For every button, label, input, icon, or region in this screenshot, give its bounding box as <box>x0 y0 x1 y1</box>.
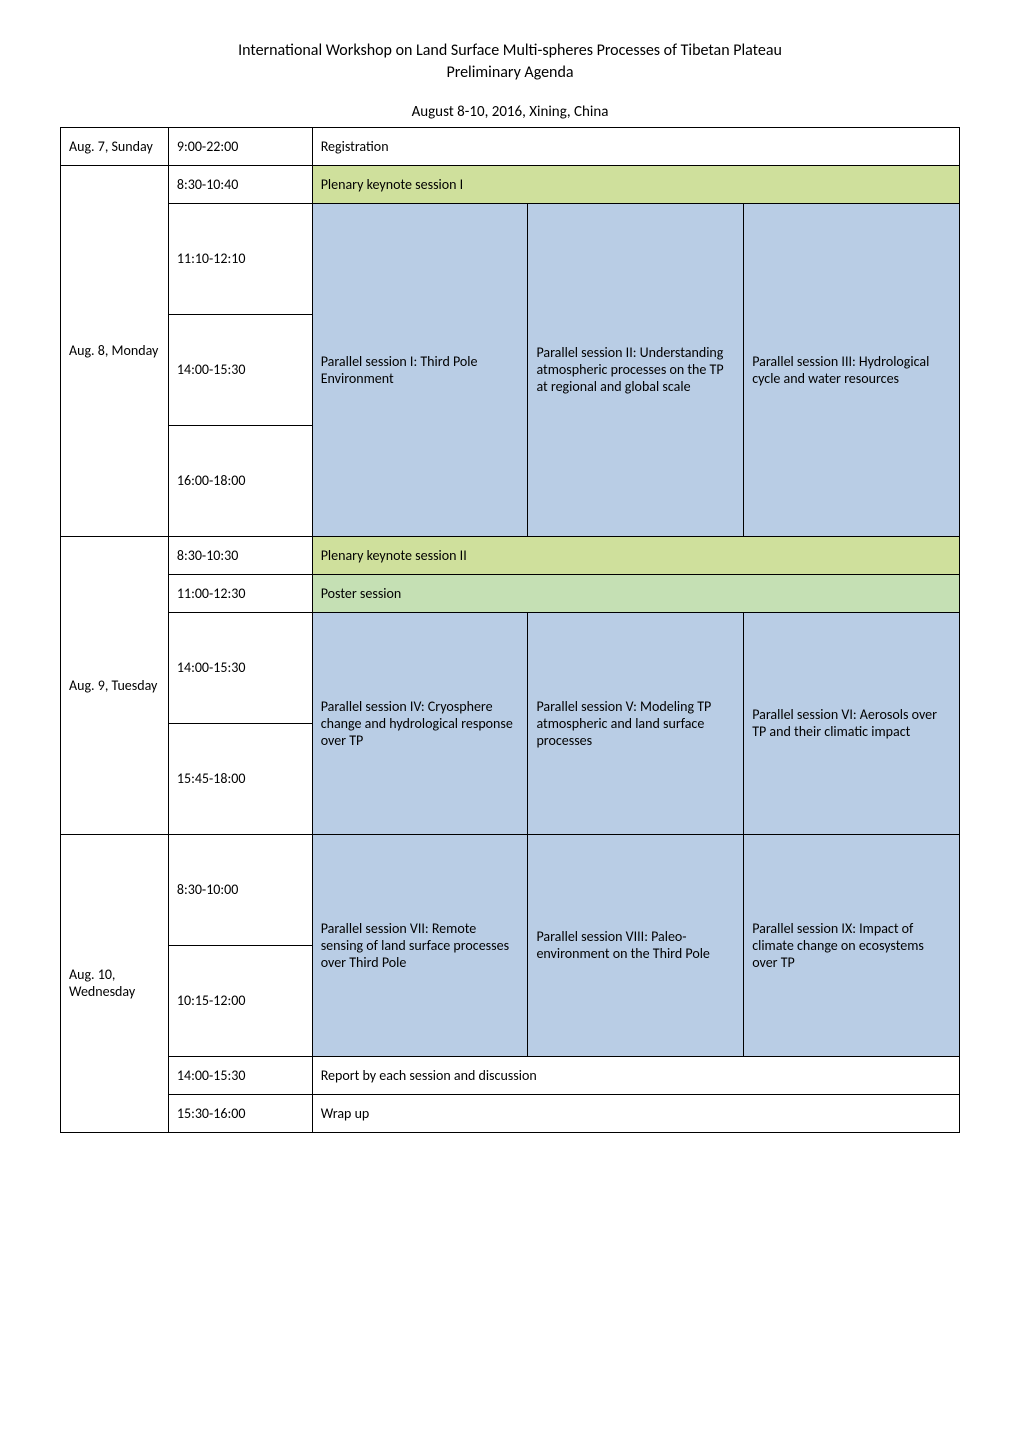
time-cell: 9:00-22:00 <box>168 127 312 165</box>
session-cell: Parallel session IX: Impact of climate c… <box>744 834 960 1056</box>
workshop-title: International Workshop on Land Surface M… <box>60 40 960 85</box>
day-cell: Aug. 8, Monday <box>61 165 169 536</box>
table-row: Aug. 7, Sunday 9:00-22:00 Registration <box>61 127 960 165</box>
time-cell: 15:45-18:00 <box>168 723 312 834</box>
session-cell: Parallel session VIII: Paleo-environment… <box>528 834 744 1056</box>
table-row: 11:10-12:10 Parallel session I: Third Po… <box>61 203 960 314</box>
session-cell: Parallel session I: Third Pole Environme… <box>312 203 528 536</box>
time-cell: 11:10-12:10 <box>168 203 312 314</box>
table-row: Aug. 8, Monday 8:30-10:40 Plenary keynot… <box>61 165 960 203</box>
session-cell: Parallel session V: Modeling TP atmosphe… <box>528 612 744 834</box>
day-cell: Aug. 7, Sunday <box>61 127 169 165</box>
time-cell: 14:00-15:30 <box>168 1056 312 1094</box>
session-cell: Plenary keynote session I <box>312 165 959 203</box>
agenda-table: Aug. 7, Sunday 9:00-22:00 Registration A… <box>60 127 960 1133</box>
time-cell: 15:30-16:00 <box>168 1094 312 1132</box>
title-line2: Preliminary Agenda <box>446 63 573 82</box>
session-cell: Plenary keynote session II <box>312 536 959 574</box>
time-cell: 14:00-15:30 <box>168 612 312 723</box>
table-row: Aug. 10, Wednesday 8:30-10:00 Parallel s… <box>61 834 960 945</box>
table-row: 15:30-16:00 Wrap up <box>61 1094 960 1132</box>
date-caption: August 8-10, 2016, Xining, China <box>60 103 960 121</box>
session-cell: Report by each session and discussion <box>312 1056 959 1094</box>
time-cell: 11:00-12:30 <box>168 574 312 612</box>
table-row: 14:00-15:30 Parallel session IV: Cryosph… <box>61 612 960 723</box>
time-cell: 14:00-15:30 <box>168 314 312 425</box>
day-cell: Aug. 10, Wednesday <box>61 834 169 1132</box>
session-cell: Parallel session III: Hydrological cycle… <box>744 203 960 536</box>
time-cell: 8:30-10:00 <box>168 834 312 945</box>
session-cell: Parallel session IV: Cryosphere change a… <box>312 612 528 834</box>
session-cell: Wrap up <box>312 1094 959 1132</box>
time-cell: 8:30-10:30 <box>168 536 312 574</box>
session-cell: Parallel session II: Understanding atmos… <box>528 203 744 536</box>
table-row: 11:00-12:30 Poster session <box>61 574 960 612</box>
time-cell: 10:15-12:00 <box>168 945 312 1056</box>
table-row: 14:00-15:30 Report by each session and d… <box>61 1056 960 1094</box>
session-cell: Poster session <box>312 574 959 612</box>
time-cell: 16:00-18:00 <box>168 425 312 536</box>
session-cell: Registration <box>312 127 959 165</box>
title-line1: International Workshop on Land Surface M… <box>238 41 782 60</box>
session-cell: Parallel session VI: Aerosols over TP an… <box>744 612 960 834</box>
session-cell: Parallel session VII: Remote sensing of … <box>312 834 528 1056</box>
table-row: Aug. 9, Tuesday 8:30-10:30 Plenary keyno… <box>61 536 960 574</box>
day-cell: Aug. 9, Tuesday <box>61 536 169 834</box>
time-cell: 8:30-10:40 <box>168 165 312 203</box>
